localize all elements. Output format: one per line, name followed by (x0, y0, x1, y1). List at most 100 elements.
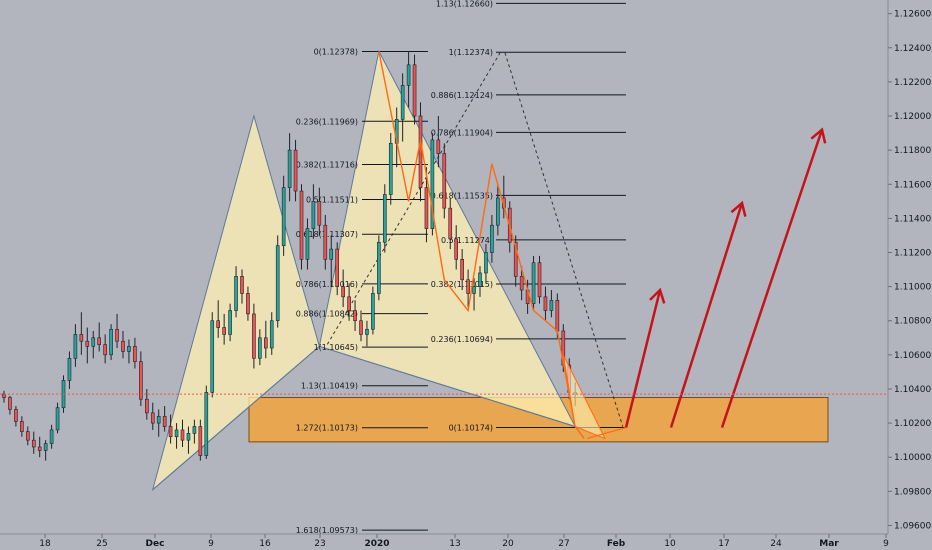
candle-body (388, 143, 393, 195)
projection-arrow-head (649, 287, 666, 304)
candle (192, 419, 197, 444)
pattern-dashed-connector (504, 52, 624, 427)
candle (43, 440, 48, 461)
candle (311, 184, 316, 239)
fib-left-label: 1(1.10645) (314, 343, 358, 352)
candle-body (490, 224, 494, 253)
candle-body (37, 446, 42, 451)
candle (341, 269, 345, 308)
candle-body (347, 296, 351, 311)
candle (14, 406, 18, 427)
candle (347, 283, 351, 321)
candle (442, 143, 447, 219)
price-tick-label: 1.09800 (894, 487, 931, 497)
candle (73, 324, 78, 367)
price-tick-label: 1.11000 (894, 283, 931, 293)
price-tick-label: 1.11800 (894, 146, 931, 156)
candle-body (460, 259, 464, 281)
time-tick-label: 9 (208, 539, 214, 549)
candle-body (496, 197, 500, 226)
wave-path-orange (378, 51, 585, 439)
time-tick-label: 23 (314, 539, 325, 549)
projection-arrows (586, 127, 827, 440)
candle-body (359, 320, 363, 335)
fib-left-label: 0(1.12378) (314, 48, 358, 57)
wave-paths (378, 51, 606, 440)
time-tick-label: 17 (718, 539, 729, 549)
candle (216, 300, 220, 338)
candle (133, 337, 137, 369)
time-tick-label: 27 (558, 539, 569, 549)
fib-right-label: 0.5(1.11274) (441, 236, 493, 245)
pattern-bd-line (319, 345, 576, 427)
price-tick-label: 1.11600 (894, 180, 931, 190)
fib-left-label: 0.786(1.11016) (296, 280, 358, 289)
price-tick-label: 1.10200 (894, 419, 931, 429)
candle-body (543, 296, 548, 311)
candle-body (537, 262, 542, 298)
candle (162, 406, 167, 432)
candle (258, 329, 262, 366)
candle (365, 320, 369, 347)
fib-right-label: 0.886(1.12124) (431, 91, 493, 100)
candle-body (240, 276, 244, 294)
candle-body (216, 320, 220, 328)
candle (424, 167, 429, 243)
candle-body (549, 299, 554, 311)
candle (466, 269, 470, 308)
time-tick-label: 13 (449, 539, 460, 549)
candle-body (258, 337, 262, 359)
candle (91, 330, 96, 359)
candle-body (20, 421, 24, 432)
fib-right-label: 1.13(1.12660) (436, 0, 493, 8)
candle-body (55, 407, 60, 431)
candle (180, 419, 185, 447)
candle-body (210, 320, 215, 393)
candle (448, 197, 453, 250)
candle (382, 184, 387, 253)
candle-body (31, 439, 36, 448)
candle (156, 409, 161, 437)
time-tick-label: Mar (819, 539, 839, 549)
candle (549, 290, 554, 318)
candle (2, 390, 6, 403)
candle-body (192, 426, 197, 434)
candle (49, 424, 54, 449)
fib-right-label: 0.618(1.11535) (431, 191, 493, 200)
candle-body (162, 415, 167, 427)
time-tick-label: 18 (39, 539, 51, 549)
fib-left-label: 0.886(1.10842) (296, 310, 358, 319)
time-tick-label: 24 (770, 539, 782, 549)
candle-body (281, 187, 286, 246)
candle (323, 214, 328, 270)
price-tick-label: 1.10800 (894, 317, 931, 327)
candle (287, 133, 292, 202)
candles[interactable] (2, 51, 578, 461)
candle-body (269, 320, 274, 349)
candle (115, 313, 119, 349)
projection-arrow-head (810, 127, 827, 144)
time-tick-label: 16 (259, 539, 271, 549)
candle (198, 419, 203, 461)
fib-left-label: 1.272(1.10173) (296, 424, 358, 433)
price-tick-label: 1.12400 (894, 44, 931, 54)
candle (377, 235, 381, 301)
candle (305, 218, 310, 270)
candle-body (317, 201, 322, 226)
candle (513, 235, 518, 287)
candle (55, 402, 60, 434)
candle (240, 269, 244, 304)
price-tick-label: 1.10600 (894, 351, 931, 361)
candle (371, 286, 375, 335)
projection-arrow-shaft (720, 129, 824, 428)
candle-body (139, 361, 143, 400)
candle (168, 414, 173, 444)
candle (335, 242, 340, 296)
fib-right-label: 0.786(1.11904) (431, 128, 493, 137)
candle (204, 385, 209, 459)
price-tick-label: 1.10400 (894, 385, 931, 395)
candle-body (299, 190, 304, 260)
candle (412, 54, 417, 125)
